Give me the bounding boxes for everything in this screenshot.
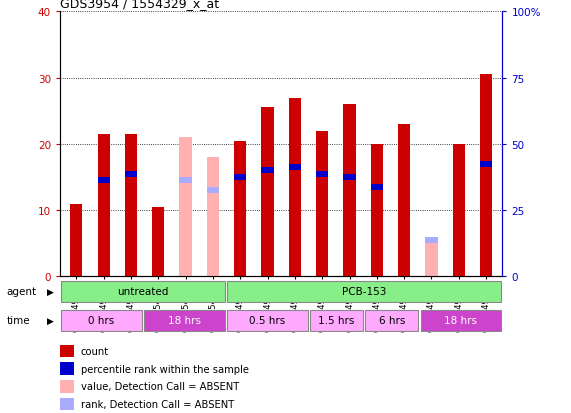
FancyBboxPatch shape [421,310,501,331]
Bar [343,175,356,180]
Bar [343,105,356,277]
Bar [98,178,110,184]
Bar [480,161,492,167]
Bar [234,141,247,277]
FancyBboxPatch shape [61,310,142,331]
Bar [207,158,219,277]
Bar [125,135,137,277]
Bar [453,145,465,277]
Bar [60,398,74,410]
Text: rank, Detection Call = ABSENT: rank, Detection Call = ABSENT [81,399,234,409]
Text: 18 hrs: 18 hrs [168,316,201,325]
Text: agent: agent [7,287,37,297]
FancyBboxPatch shape [144,310,225,331]
Bar [262,168,274,174]
Text: 1.5 hrs: 1.5 hrs [319,316,355,325]
Bar [70,204,82,277]
FancyBboxPatch shape [61,281,225,302]
Bar [60,380,74,393]
Bar [289,165,301,171]
FancyBboxPatch shape [227,281,501,302]
Bar [398,125,411,277]
Bar [98,135,110,277]
Bar [480,75,492,277]
Text: 0 hrs: 0 hrs [89,316,115,325]
Bar [179,178,192,184]
Text: percentile rank within the sample: percentile rank within the sample [81,364,249,374]
Bar [60,363,74,375]
Text: ▶: ▶ [47,316,54,325]
Text: ▶: ▶ [47,287,54,296]
Bar [60,345,74,358]
Bar [316,131,328,277]
Bar [371,185,383,190]
Bar [425,237,437,243]
Text: untreated: untreated [117,287,168,297]
Bar [425,244,437,277]
Bar [262,108,274,277]
Text: PCB-153: PCB-153 [342,287,387,297]
Bar [316,171,328,177]
Bar [207,188,219,194]
Bar [289,98,301,277]
Text: 0.5 hrs: 0.5 hrs [250,316,286,325]
FancyBboxPatch shape [365,310,419,331]
Text: count: count [81,347,109,356]
Text: GDS3954 / 1554329_x_at: GDS3954 / 1554329_x_at [60,0,219,10]
Text: time: time [7,316,30,325]
FancyBboxPatch shape [227,310,308,331]
Bar [152,207,164,277]
Bar [125,171,137,177]
FancyBboxPatch shape [310,310,363,331]
Bar [371,145,383,277]
Bar [234,175,247,180]
Text: 6 hrs: 6 hrs [379,316,405,325]
Bar [179,138,192,277]
Text: 18 hrs: 18 hrs [444,316,477,325]
Text: value, Detection Call = ABSENT: value, Detection Call = ABSENT [81,382,239,392]
